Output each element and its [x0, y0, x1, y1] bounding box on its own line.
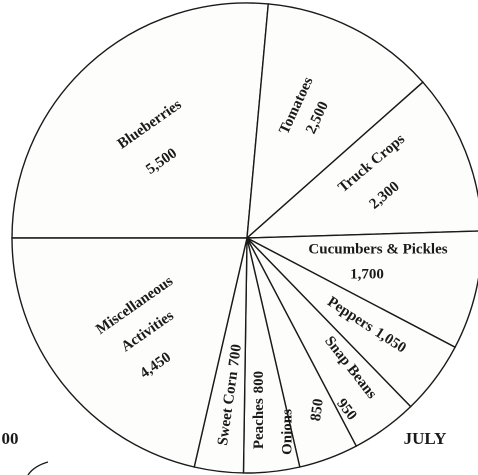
pie-slice	[246, 3, 424, 240]
pie-slice	[245, 81, 478, 239]
value-label: 700	[226, 343, 245, 368]
category-name: Onions	[279, 409, 295, 455]
neighbor-pie-edge	[27, 461, 49, 475]
value-label: 800	[251, 371, 267, 394]
value-label: 850	[308, 398, 327, 423]
category-name: Peaches	[251, 398, 267, 449]
category-name: Cucumbers & Pickles	[308, 241, 447, 257]
pie-slice	[244, 230, 478, 349]
slice-label: Peaches 800	[251, 371, 267, 449]
corner-annotation: 00	[2, 429, 19, 448]
chart-subtitle: JULY	[404, 429, 447, 448]
value-label: 1,700	[350, 266, 384, 282]
pie-slice	[11, 237, 248, 468]
pie-slice	[11, 2, 270, 239]
